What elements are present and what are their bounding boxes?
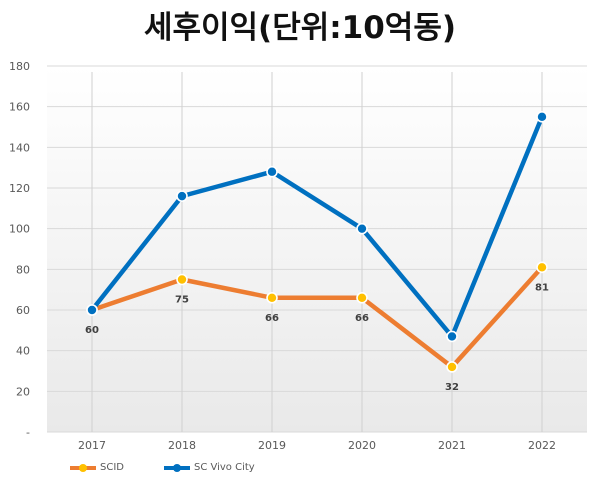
data-label-scid: 60 xyxy=(85,325,99,336)
data-label-scid: 66 xyxy=(355,313,369,324)
x-tick-label: 2019 xyxy=(258,439,286,452)
legend: SCID SC Vivo City xyxy=(70,462,255,473)
x-tick-label: 2018 xyxy=(168,439,196,452)
data-label-scid: 66 xyxy=(265,313,279,324)
data-point-vivo xyxy=(536,111,548,123)
x-tick-label: 2017 xyxy=(78,439,106,452)
legend-label-vivo: SC Vivo City xyxy=(193,462,255,473)
data-point-scid xyxy=(356,291,368,304)
data-label-scid: 32 xyxy=(445,382,459,393)
y-tick-label: 20 xyxy=(16,385,30,398)
legend-item-scid: SCID xyxy=(70,462,124,473)
y-tick-label: 80 xyxy=(16,263,30,276)
series-line-scid xyxy=(89,265,545,370)
series-line-vivo xyxy=(89,114,545,339)
y-tick-label: - xyxy=(26,426,30,439)
y-tick-label: 120 xyxy=(9,182,30,195)
data-point-vivo xyxy=(356,222,368,235)
data-label-scid: 75 xyxy=(175,295,189,306)
legend-item-vivo: SC Vivo City xyxy=(163,462,255,473)
data-point-vivo xyxy=(176,190,188,202)
x-tick-label: 2021 xyxy=(438,439,466,452)
y-tick-label: 40 xyxy=(16,345,30,358)
chart-title: 세후이익(단위:10억동) xyxy=(143,10,457,46)
data-point-vivo xyxy=(86,304,98,316)
data-point-scid xyxy=(176,273,188,286)
y-tick-label: 100 xyxy=(9,223,30,236)
data-point-scid xyxy=(536,261,548,274)
data-label-scid: 81 xyxy=(535,282,549,293)
legend-label-scid: SCID xyxy=(100,462,124,473)
x-tick-label: 2022 xyxy=(528,439,556,452)
legend-swatch-vivo xyxy=(163,463,190,473)
y-tick-label: 60 xyxy=(16,304,30,317)
y-tick-label: 180 xyxy=(9,60,30,73)
data-point-scid xyxy=(266,291,278,304)
data-point-vivo xyxy=(266,165,278,178)
x-tick-label: 2020 xyxy=(348,439,376,452)
data-point-vivo xyxy=(446,330,458,343)
legend-swatch-scid xyxy=(70,463,96,473)
y-tick-label: 140 xyxy=(9,141,30,154)
data-point-scid xyxy=(446,361,458,373)
plot-area xyxy=(47,66,587,432)
y-tick-label: 160 xyxy=(9,101,30,114)
